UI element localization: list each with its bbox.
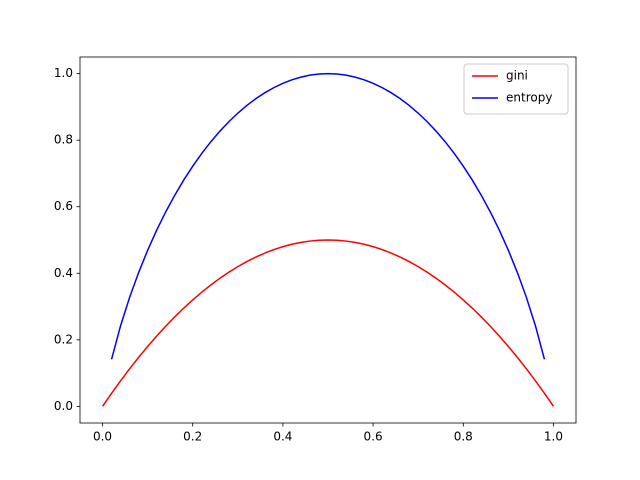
line bbox=[110, 72, 546, 360]
x-tick-label: 1.0 bbox=[544, 430, 563, 444]
y-tick-label: 0.4 bbox=[54, 266, 73, 280]
line bbox=[101, 239, 555, 407]
x-tick-label: 0.6 bbox=[364, 430, 383, 444]
y-tick-label: 0.6 bbox=[54, 199, 73, 213]
x-tick-label: 0.8 bbox=[454, 430, 473, 444]
y-tick-label: 1.0 bbox=[54, 66, 73, 80]
y-tick-label: 0.2 bbox=[54, 332, 73, 346]
x-tick-label: 0.2 bbox=[183, 430, 202, 444]
y-tick-label: 0.0 bbox=[54, 399, 73, 413]
legend-label: gini bbox=[506, 69, 528, 83]
legend-label: entropy bbox=[506, 91, 552, 105]
y-tick-label: 0.8 bbox=[54, 133, 73, 147]
x-tick-label: 0.0 bbox=[93, 430, 112, 444]
axes-frame bbox=[79, 56, 577, 424]
x-tick-label: 0.4 bbox=[273, 430, 292, 444]
